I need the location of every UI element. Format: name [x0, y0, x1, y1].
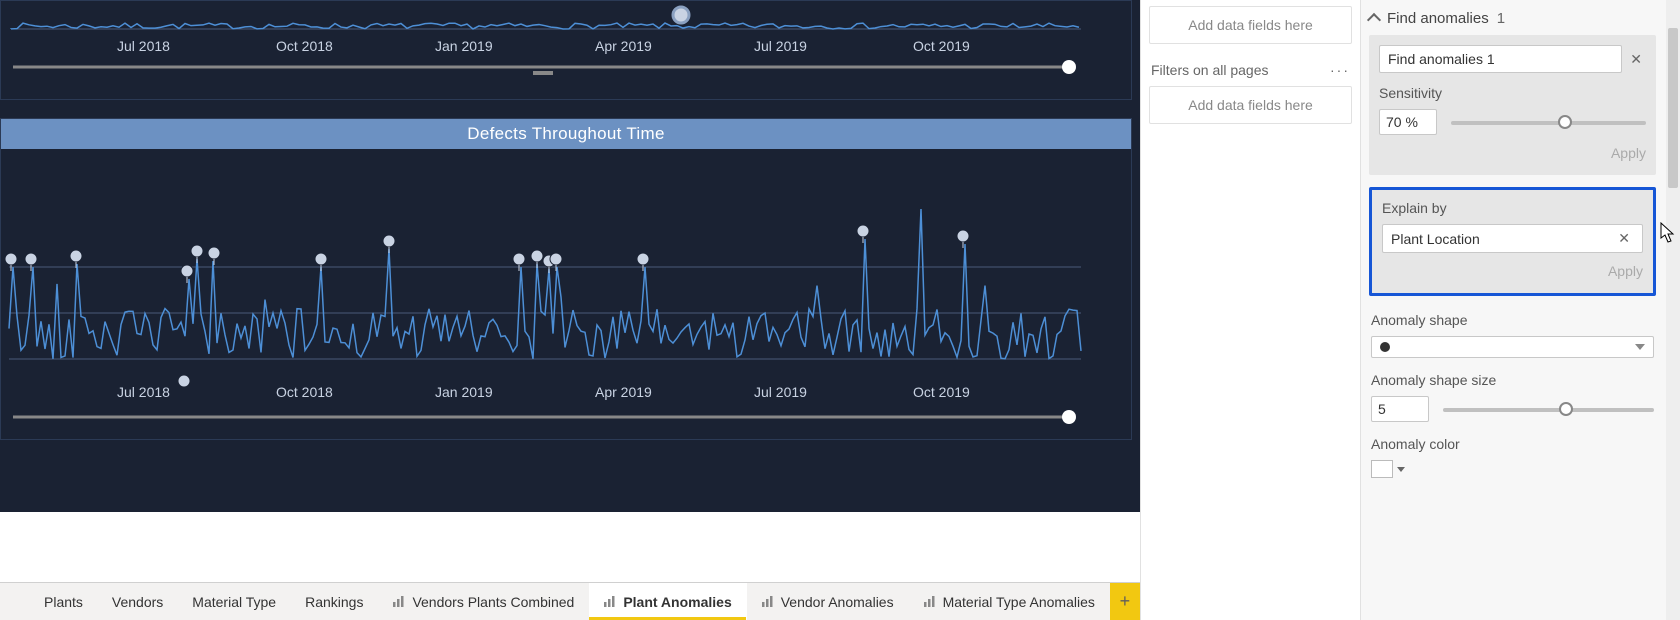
svg-text:Jul 2018: Jul 2018: [117, 38, 170, 54]
filters-pane: Add data fields here Filters on all page…: [1140, 0, 1360, 620]
svg-text:Jul 2018: Jul 2018: [117, 384, 170, 400]
tab-label: Plant Anomalies: [623, 594, 731, 610]
report-area: Jul 2018 Oct 2018 Jan 2019 Apr 2019 Jul 2019…: [0, 0, 1140, 512]
tab-vendors-plants-combined[interactable]: Vendors Plants Combined: [378, 583, 589, 620]
explain-by-field-label: Plant Location: [1391, 231, 1480, 247]
analytics-scrollbar[interactable]: [1666, 0, 1680, 620]
sensitivity-value-input[interactable]: 70 %: [1379, 109, 1437, 135]
add-page-button[interactable]: +: [1110, 583, 1140, 620]
svg-text:Jan 2019: Jan 2019: [435, 384, 493, 400]
explain-by-card: Explain by Plant Location ✕ Apply: [1369, 187, 1656, 296]
tab-vendor-anomalies[interactable]: Vendor Anomalies: [747, 583, 909, 620]
anomaly-color-label: Anomaly color: [1371, 436, 1654, 452]
svg-text:Apr 2019: Apr 2019: [595, 384, 652, 400]
tab-material-type[interactable]: Material Type: [178, 583, 291, 620]
anomaly-shape-size-input[interactable]: 5: [1371, 396, 1429, 422]
svg-text:Oct 2018: Oct 2018: [276, 38, 333, 54]
tab-label: Rankings: [305, 594, 363, 610]
filters-more-icon[interactable]: ···: [1330, 62, 1350, 78]
svg-text:Jul 2019: Jul 2019: [754, 384, 807, 400]
filters-all-pages-label: Filters on all pages: [1151, 62, 1269, 78]
chart-top-fragment[interactable]: Jul 2018 Oct 2018 Jan 2019 Apr 2019 Jul 2019…: [0, 0, 1132, 100]
svg-text:Apr 2019: Apr 2019: [595, 38, 652, 54]
sensitivity-slider[interactable]: [1451, 112, 1646, 132]
find-anomalies-label: Find anomalies: [1387, 10, 1489, 27]
find-anomalies-header[interactable]: Find anomalies 1: [1369, 6, 1656, 35]
chevron-up-icon: [1367, 13, 1381, 27]
chart-icon: [761, 596, 775, 608]
find-anomalies-count: 1: [1497, 10, 1505, 27]
analytics-pane: Find anomalies 1 Find anomalies 1 ✕ Sens…: [1360, 0, 1680, 620]
chart-icon: [923, 596, 937, 608]
tab-label: Plants: [44, 594, 83, 610]
svg-text:Oct 2019: Oct 2019: [913, 384, 970, 400]
filter-well-all-pages[interactable]: Add data fields here: [1149, 86, 1352, 124]
sensitivity-label: Sensitivity: [1379, 85, 1646, 101]
chevron-down-icon: [1635, 344, 1645, 350]
tab-label: Vendors: [112, 594, 163, 610]
scrollbar-thumb[interactable]: [1668, 28, 1678, 188]
filter-well-placeholder-2: Add data fields here: [1188, 97, 1313, 113]
tab-label: Material Type Anomalies: [943, 594, 1095, 610]
anomaly-instance-chip[interactable]: Find anomalies 1: [1379, 45, 1622, 73]
shape-dot-icon: [1380, 342, 1390, 352]
anomaly-shape-size-label: Anomaly shape size: [1371, 372, 1654, 388]
svg-text:Jul 2019: Jul 2019: [754, 38, 807, 54]
tab-rankings[interactable]: Rankings: [291, 583, 378, 620]
svg-text:Oct 2019: Oct 2019: [913, 38, 970, 54]
anomaly-shape-dropdown[interactable]: [1371, 336, 1654, 358]
anomaly-shape-label: Anomaly shape: [1371, 312, 1654, 328]
chart-icon: [392, 596, 406, 608]
chart-defects[interactable]: Defects Throughout Time Jul 2018 Oct 2018…: [0, 118, 1132, 440]
tab-label: Vendors Plants Combined: [412, 594, 574, 610]
canvas-gap: [0, 512, 1140, 582]
explain-apply-button[interactable]: Apply: [1382, 253, 1643, 279]
chevron-down-icon: [1397, 467, 1405, 472]
anomaly-instance-chip-label: Find anomalies 1: [1388, 51, 1495, 67]
page-tab-strip: Plants Vendors Material Type Rankings Vendor…: [0, 582, 1140, 620]
tab-plants[interactable]: Plants: [30, 583, 98, 620]
report-canvas-column: Jul 2018 Oct 2018 Jan 2019 Apr 2019 Jul 2019…: [0, 0, 1140, 620]
explain-by-label: Explain by: [1382, 200, 1643, 216]
tab-plant-anomalies[interactable]: Plant Anomalies: [589, 583, 746, 620]
svg-text:Jan 2019: Jan 2019: [435, 38, 493, 54]
filter-well-this-visual[interactable]: Add data fields here: [1149, 6, 1352, 44]
sensitivity-apply-button[interactable]: Apply: [1379, 135, 1646, 161]
svg-text:Oct 2018: Oct 2018: [276, 384, 333, 400]
tab-label: Vendor Anomalies: [781, 594, 894, 610]
remove-anomaly-instance[interactable]: ✕: [1626, 51, 1646, 68]
tab-label: Material Type: [192, 594, 276, 610]
anomaly-color-picker[interactable]: [1371, 460, 1654, 478]
anomaly-shape-size-slider[interactable]: [1443, 399, 1654, 419]
tab-vendors[interactable]: Vendors: [98, 583, 178, 620]
chart-title: Defects Throughout Time: [1, 119, 1131, 149]
chart-icon: [603, 596, 617, 608]
filter-well-placeholder: Add data fields here: [1188, 17, 1313, 33]
explain-by-field-chip[interactable]: Plant Location ✕: [1382, 224, 1643, 253]
remove-explain-field[interactable]: ✕: [1614, 230, 1634, 247]
tab-material-type-anomalies[interactable]: Material Type Anomalies: [909, 583, 1110, 620]
find-anomalies-card: Find anomalies 1 ✕ Sensitivity 70 % Appl…: [1369, 35, 1656, 175]
